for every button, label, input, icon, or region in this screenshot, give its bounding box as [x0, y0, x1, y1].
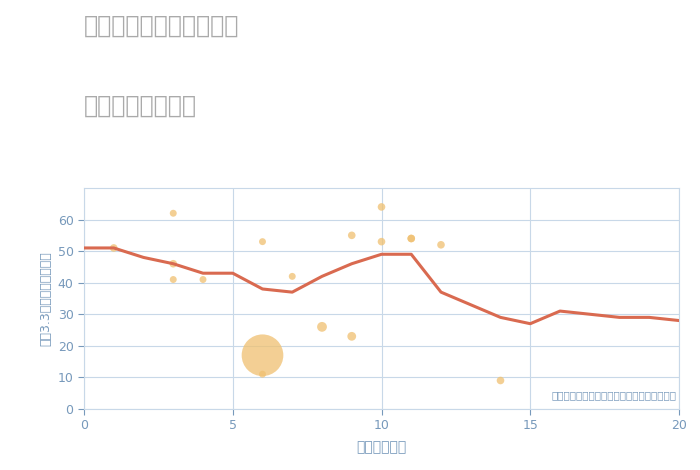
Text: 愛知県みよし市黒笹町の: 愛知県みよし市黒笹町の [84, 14, 239, 38]
Point [406, 235, 417, 242]
Point [406, 235, 417, 242]
Point [316, 323, 328, 330]
Point [287, 273, 298, 280]
Point [376, 238, 387, 245]
Point [257, 238, 268, 245]
Point [495, 377, 506, 384]
Point [346, 333, 357, 340]
Point [168, 210, 179, 217]
Point [435, 241, 447, 249]
Point [168, 260, 179, 267]
Y-axis label: 坪（3.3㎡）単価（万円）: 坪（3.3㎡）単価（万円） [39, 251, 52, 346]
Text: 駅距離別土地価格: 駅距離別土地価格 [84, 94, 197, 118]
X-axis label: 駅距離（分）: 駅距離（分） [356, 441, 407, 454]
Text: 円の大きさは、取引のあった物件面積を示す: 円の大きさは、取引のあった物件面積を示す [551, 390, 676, 400]
Point [108, 244, 119, 252]
Point [257, 370, 268, 378]
Point [257, 352, 268, 359]
Point [197, 276, 209, 283]
Point [376, 203, 387, 211]
Point [168, 276, 179, 283]
Point [346, 232, 357, 239]
